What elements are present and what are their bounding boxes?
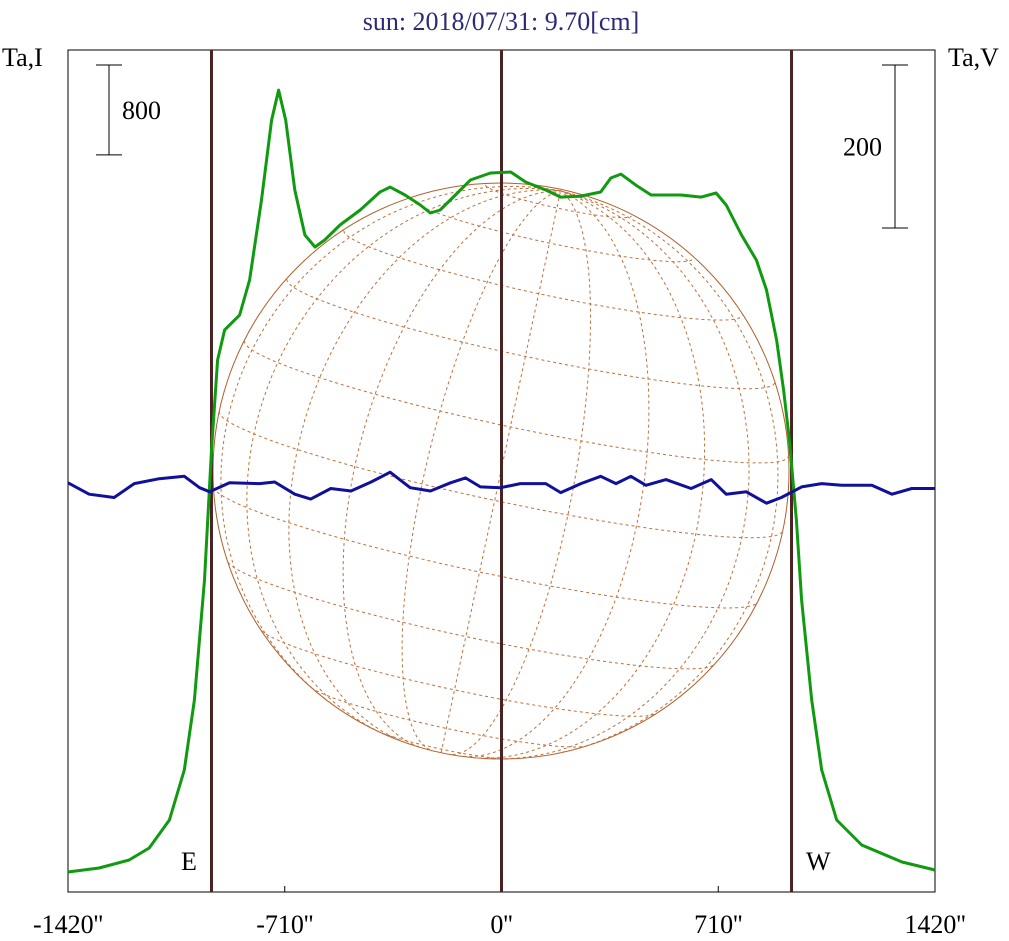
data-line bbox=[67, 88, 936, 874]
disk-grid bbox=[342, 190, 561, 748]
disk-grid bbox=[286, 279, 776, 390]
annotation: W bbox=[806, 847, 831, 876]
x-tick-label: 710'' bbox=[694, 910, 742, 939]
scale-bar-label: 200 bbox=[843, 133, 882, 162]
disk-grid bbox=[288, 189, 561, 745]
x-tick-label: 0'' bbox=[490, 910, 512, 939]
x-tick-label: -1420'' bbox=[33, 910, 103, 939]
x-tick-label: -710'' bbox=[256, 910, 313, 939]
disk-grid bbox=[401, 190, 561, 751]
disk-grid bbox=[485, 184, 632, 219]
disk-grid bbox=[375, 730, 510, 760]
y2-axis-label: Ta,V bbox=[948, 43, 999, 72]
data-line bbox=[67, 470, 935, 505]
annotation: E bbox=[181, 847, 197, 876]
scale-bar-label: 800 bbox=[122, 96, 161, 125]
disk-grid bbox=[343, 230, 743, 321]
disk-grid bbox=[411, 198, 694, 263]
disk-grid bbox=[463, 190, 650, 758]
disk-grid bbox=[452, 190, 592, 756]
disk-grid bbox=[556, 190, 779, 755]
disk-grid bbox=[261, 630, 656, 717]
disk-grid bbox=[472, 190, 706, 759]
disk-grid bbox=[218, 411, 784, 539]
disk-grid bbox=[227, 561, 714, 670]
disk-grid bbox=[246, 188, 561, 738]
disk-grid bbox=[220, 185, 561, 707]
disk-grid bbox=[243, 340, 789, 464]
solar-disk bbox=[212, 182, 790, 760]
disk-grid bbox=[440, 190, 562, 753]
disk-grid bbox=[492, 190, 750, 760]
disk-grid bbox=[213, 486, 758, 609]
x-tick-label: 1420'' bbox=[904, 910, 965, 939]
chart-title: sun: 2018/07/31: 9.70[cm] bbox=[363, 7, 640, 36]
y-axis-label: Ta,I bbox=[2, 43, 43, 72]
